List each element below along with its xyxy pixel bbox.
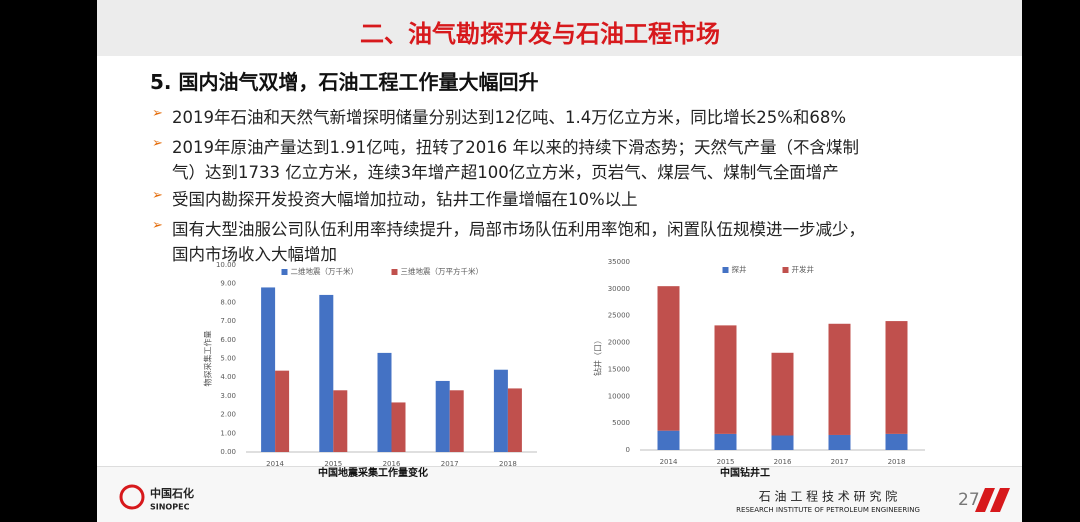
bar	[885, 433, 908, 450]
bar	[319, 294, 334, 452]
y-tick-label: 3.00	[220, 392, 236, 400]
institute-cn: 石 油 工 程 技 术 研 究 院	[759, 489, 898, 504]
bar	[275, 370, 290, 452]
legend-label: 开发井	[792, 264, 815, 274]
bullet-text: 国内市场收入大幅增加	[172, 245, 337, 264]
bar	[261, 287, 276, 452]
y-tick-label: 10.00	[216, 261, 236, 269]
y-tick-label: 7.00	[220, 317, 236, 325]
bullet-arrow: ➢	[152, 106, 163, 121]
legend-swatch	[782, 267, 789, 273]
logo-icon	[119, 484, 145, 510]
bar	[828, 434, 851, 450]
bar	[714, 433, 737, 450]
y-tick-label: 20000	[608, 339, 630, 347]
title-bar	[97, 0, 1022, 56]
y-tick-label: 5.00	[220, 355, 236, 363]
x-tick-label: 2017	[831, 458, 849, 466]
y-axis-label: 物探采集工作量	[203, 331, 213, 387]
footer-stripes	[975, 488, 1010, 512]
institute-en: RESEARCH INSTITUTE OF PETROLEUM ENGINEER…	[736, 506, 920, 514]
heading: 5. 国内油气双增，石油工程工作量大幅回升	[150, 70, 539, 94]
bar	[435, 380, 450, 452]
bullet-arrow: ➢	[152, 136, 163, 151]
y-tick-label: 9.00	[220, 280, 236, 288]
x-tick-label: 2018	[888, 458, 906, 466]
bar	[377, 352, 392, 452]
x-tick-label: 2015	[717, 458, 735, 466]
bar	[391, 402, 406, 452]
bullet-text: 受国内勘探开发投资大幅增加拉动，钻井工作量增幅在10%以上	[172, 190, 638, 209]
y-tick-label: 2.00	[220, 411, 236, 419]
y-tick-label: 10000	[608, 392, 630, 400]
bar	[507, 388, 522, 452]
y-axis-label: 钻井（口）	[593, 336, 603, 376]
legend-label: 二维地震（万千米）	[291, 266, 359, 276]
x-tick-label: 2014	[266, 460, 284, 468]
x-tick-label: 2016	[774, 458, 792, 466]
bullet-text: 2019年石油和天然气新增探明储量分别达到12亿吨、1.4万亿立方米，同比增长2…	[172, 108, 847, 127]
legend-label: 三维地震（万平方千米）	[401, 266, 484, 276]
bar	[657, 430, 680, 450]
chart-caption: 中国地震采集工作量变化	[318, 466, 428, 479]
chart-caption: 中国钻井工	[720, 466, 770, 479]
slide-title: 二、油气勘探开发与石油工程市场	[360, 20, 720, 48]
x-tick-label: 2018	[499, 460, 517, 468]
slide	[97, 0, 1022, 521]
bullet-text: 2019年原油产量达到1.91亿吨，扭转了2016 年以来的持续下滑态势；天然气…	[172, 138, 859, 157]
bar	[771, 435, 794, 450]
logo-en: SINOPEC	[150, 503, 190, 512]
y-tick-label: 35000	[608, 258, 630, 266]
y-tick-label: 25000	[608, 312, 630, 320]
legend-swatch	[281, 269, 288, 275]
bar	[714, 325, 737, 434]
y-tick-label: 6.00	[220, 336, 236, 344]
bullet-arrow: ➢	[152, 188, 163, 203]
legend-swatch	[391, 269, 398, 275]
footer	[97, 466, 1022, 522]
bar	[828, 323, 851, 435]
bullet-text: 国有大型油服公司队伍利用率持续提升，局部市场队伍利用率饱和，闲置队伍规模进一步减…	[172, 220, 865, 239]
legend-swatch	[722, 267, 729, 273]
x-tick-label: 2014	[660, 458, 678, 466]
bar	[771, 352, 794, 436]
y-tick-label: 0	[626, 446, 630, 454]
y-tick-label: 1.00	[220, 429, 236, 437]
bullet-text: 气）达到1733 亿立方米，连续3年增产超100亿立方米，页岩气、煤层气、煤制气…	[172, 163, 839, 182]
y-tick-label: 0.00	[220, 448, 236, 456]
logo-cn: 中国石化	[150, 486, 194, 500]
bar	[333, 390, 348, 452]
y-tick-label: 4.00	[220, 373, 236, 381]
y-tick-label: 15000	[608, 365, 630, 373]
y-tick-label: 30000	[608, 285, 630, 293]
x-tick-label: 2017	[441, 460, 459, 468]
y-tick-label: 5000	[612, 419, 630, 427]
x-tick-label: 2015	[324, 460, 342, 468]
bullet-arrow: ➢	[152, 218, 163, 233]
x-tick-label: 2016	[383, 460, 401, 468]
bar	[657, 286, 680, 431]
bar	[493, 369, 508, 452]
bar	[885, 321, 908, 434]
legend-label: 探井	[732, 264, 747, 274]
bar	[449, 390, 464, 452]
page-number: 27	[958, 490, 980, 510]
y-tick-label: 8.00	[220, 298, 236, 306]
